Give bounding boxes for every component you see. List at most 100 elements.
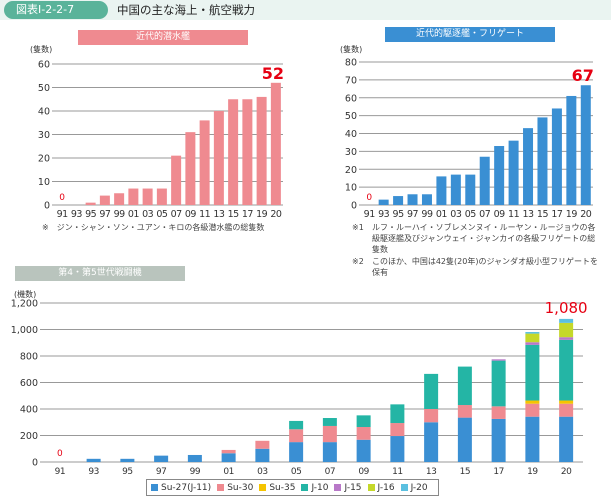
y-tick-label: 40 — [345, 129, 357, 140]
title-bar: 図表Ⅰ-2-2-7 中国の主な海上・航空戦力 — [0, 0, 611, 20]
bar — [242, 99, 253, 205]
bar-segment-su-27-j-11- — [457, 417, 472, 462]
legend-item: J-10 — [301, 483, 328, 493]
note-text: ルフ・ルーハイ・ソブレメンヌイ・ルーヤン・ルージョウの各級駆逐艦及びジャンウェイ… — [372, 223, 596, 254]
bar-segment-j-10 — [457, 366, 472, 406]
x-tick-label: 91 — [364, 209, 376, 220]
bar-segment-j-15 — [525, 342, 540, 345]
bar — [465, 174, 476, 205]
bar-segment-su-30 — [255, 440, 270, 449]
legend-swatch — [367, 484, 375, 491]
legend-label: Su-35 — [269, 482, 296, 493]
bar-segment-su-27-j-11- — [525, 416, 540, 462]
y-tick-label: 1,000 — [11, 325, 38, 336]
x-tick-label: 13 — [213, 209, 225, 220]
x-tick-label: 05 — [156, 209, 168, 220]
bar — [256, 96, 267, 205]
bar-segment-su-30 — [322, 425, 337, 443]
bar-segment-su-35 — [525, 400, 540, 404]
x-tick-label: 95 — [122, 467, 132, 477]
legend-item: Su-27(J-11) — [151, 483, 211, 493]
bar — [450, 174, 461, 205]
bar — [213, 111, 224, 205]
x-tick-label: 95 — [85, 209, 97, 220]
bar-segment-j-10 — [390, 404, 405, 424]
x-tick-label: 01 — [128, 209, 140, 220]
bar-segment-su-27-j-11- — [154, 455, 169, 462]
x-tick-label: 11 — [392, 467, 402, 477]
bar — [479, 156, 490, 205]
y-tick-label: 1,200 — [11, 299, 38, 310]
x-tick-label: 11 — [199, 209, 211, 220]
y-tick-label: 200 — [20, 431, 38, 442]
bar-segment-su-30 — [525, 403, 540, 417]
x-tick-label: 07 — [171, 209, 183, 220]
bar — [537, 117, 548, 205]
note-mark: ※2 — [352, 257, 364, 266]
x-tick-label: 20 — [270, 209, 282, 220]
bar — [508, 140, 519, 205]
y-tick-label: 10 — [345, 183, 357, 194]
bar-segment-su-30 — [289, 429, 304, 443]
y-tick-label: 50 — [345, 111, 357, 122]
y-tick-label: 50 — [38, 83, 50, 94]
x-tick-label: 17 — [551, 209, 563, 220]
y-axis-label: (機数) — [14, 289, 36, 299]
fighter-chart-title: 第4・第5世代戦闘機 — [15, 266, 185, 281]
y-tick-label: 0 — [351, 201, 357, 212]
x-tick-label: 15 — [460, 467, 470, 477]
bar-segment-su-27-j-11- — [322, 442, 337, 462]
submarine-chart-title: 近代的潜水艦 — [78, 30, 248, 45]
x-tick-label: 03 — [450, 209, 462, 220]
legend-label: Su-27(J-11) — [161, 482, 212, 493]
x-tick-label: 99 — [421, 209, 433, 220]
legend-swatch — [151, 484, 158, 491]
x-tick-label: 13 — [426, 467, 436, 477]
bar-segment-j-10 — [559, 339, 574, 401]
x-tick-label: 99 — [190, 467, 201, 477]
bar — [128, 188, 139, 205]
legend-swatch — [301, 484, 309, 491]
bar-segment-su-27-j-11- — [120, 458, 135, 462]
x-tick-label: 91 — [55, 467, 65, 477]
x-tick-label: 99 — [114, 209, 126, 220]
bar — [393, 196, 404, 205]
bar-segment-su-27-j-11- — [491, 418, 506, 462]
x-tick-label: 05 — [291, 467, 301, 477]
value-annotation: 67 — [572, 66, 594, 85]
y-tick-label: 70 — [345, 75, 357, 86]
bar-segment-su-27-j-11- — [356, 439, 371, 462]
y-tick-label: 60 — [345, 93, 357, 104]
legend-label: J-15 — [344, 482, 362, 493]
bar-segment-su-30 — [559, 403, 574, 417]
bar — [566, 95, 577, 205]
x-tick-label: 93 — [71, 209, 83, 220]
x-tick-label: 01 — [436, 209, 448, 220]
destroyer-note-1: ※1 ルフ・ルーハイ・ソブレメンヌイ・ルーヤン・ルージョウの各級駆逐艦及びジャン… — [352, 222, 602, 255]
bar — [407, 194, 418, 205]
x-tick-label: 11 — [508, 209, 520, 220]
value-annotation: 52 — [262, 64, 284, 83]
bar-segment-su-27-j-11- — [86, 458, 101, 462]
x-tick-label: 09 — [494, 209, 506, 220]
legend-item: J-20 — [400, 482, 428, 493]
figure-title: 中国の主な海上・航空戦力 — [117, 3, 255, 17]
legend-label: J-20 — [410, 482, 428, 493]
x-tick-label: 09 — [358, 467, 369, 477]
y-axis-label: (隻数) — [30, 44, 52, 54]
x-tick-label: 07 — [325, 467, 335, 477]
x-tick-label: 13 — [522, 209, 534, 220]
bar-segment-su-35 — [559, 400, 574, 404]
bar-segment-su-30 — [221, 449, 236, 454]
y-tick-label: 800 — [20, 352, 38, 363]
bar-segment-su-27-j-11- — [187, 454, 202, 462]
y-tick-label: 0 — [44, 201, 50, 212]
x-tick-label: 19 — [256, 209, 268, 220]
bar — [270, 82, 281, 205]
x-tick-label: 97 — [407, 209, 419, 220]
legend-swatch — [217, 484, 225, 491]
x-tick-label: 19 — [527, 467, 538, 477]
bar-segment-j-10 — [356, 415, 371, 428]
bar-segment-su-30 — [424, 409, 439, 423]
